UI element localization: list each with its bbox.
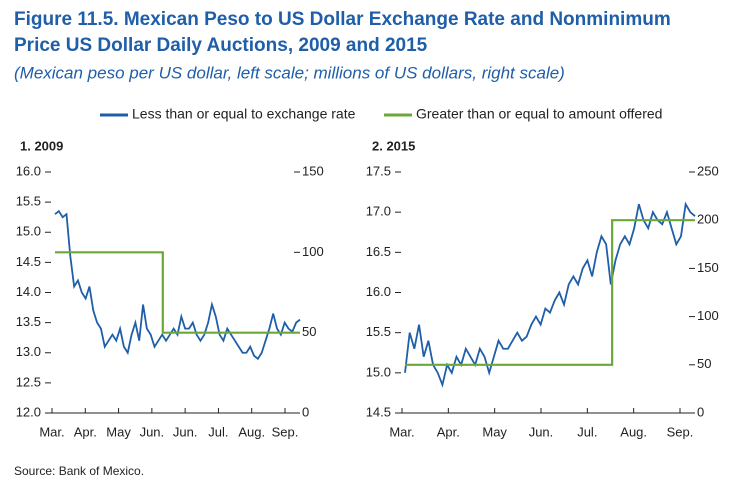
x-tick-label: Aug. — [238, 424, 265, 439]
x-tick-label: Sep. — [272, 424, 299, 439]
series-line — [404, 201, 696, 388]
y-tick-label: 15.5 — [366, 324, 391, 339]
y2-tick-label: 150 — [302, 163, 324, 178]
x-tick-label: Mar. — [39, 424, 64, 439]
y2-tick-label: 100 — [302, 244, 324, 259]
x-tick-label: Jul. — [577, 424, 597, 439]
x-tick-label: May — [482, 424, 507, 439]
legend-label: Less than or equal to exchange rate — [132, 106, 356, 122]
y-tick-label: 13.5 — [16, 314, 41, 329]
y-tick-label: 16.0 — [366, 284, 391, 299]
x-tick-label: Mar. — [389, 424, 414, 439]
legend-label: Greater than or equal to amount offered — [416, 106, 662, 122]
y-tick-label: 17.0 — [366, 204, 391, 219]
x-tick-label: Apr. — [74, 424, 97, 439]
y2-tick-label: 100 — [697, 308, 719, 323]
y-tick-label: 15.0 — [366, 364, 391, 379]
y2-tick-label: 250 — [697, 163, 719, 178]
series-line — [405, 219, 695, 366]
y-tick-label: 12.0 — [16, 404, 41, 419]
y2-tick-label: 0 — [302, 404, 309, 419]
y2-tick-label: 50 — [302, 324, 316, 339]
y-tick-label: 16.5 — [366, 244, 391, 259]
y-tick-label: 14.5 — [366, 404, 391, 419]
y-tick-label: 14.5 — [16, 254, 41, 269]
y-tick-label: 12.5 — [16, 374, 41, 389]
y-tick-label: 16.0 — [16, 163, 41, 178]
x-tick-label: Jul. — [208, 424, 228, 439]
y-tick-label: 14.0 — [16, 284, 41, 299]
series-line — [55, 251, 300, 334]
y2-tick-label: 50 — [697, 356, 711, 371]
y2-tick-label: 150 — [697, 260, 719, 275]
y-tick-label: 13.0 — [16, 344, 41, 359]
y-tick-label: 15.0 — [16, 224, 41, 239]
x-tick-label: Jun. — [529, 424, 554, 439]
y-tick-label: 17.5 — [366, 163, 391, 178]
y2-tick-label: 0 — [697, 404, 704, 419]
y2-tick-label: 200 — [697, 212, 719, 227]
series-line — [54, 209, 301, 361]
x-tick-label: Aug. — [620, 424, 647, 439]
y-tick-label: 15.5 — [16, 194, 41, 209]
x-tick-label: Jun. — [140, 424, 165, 439]
figure-title: Figure 11.5. Mexican Peso to US Dollar E… — [14, 9, 676, 56]
source-note: Source: Bank of Mexico. — [14, 464, 144, 478]
x-tick-label: Jun. — [173, 424, 198, 439]
panel-title: 2. 2015 — [372, 138, 415, 153]
x-tick-label: Apr. — [437, 424, 460, 439]
x-tick-label: Sep. — [667, 424, 694, 439]
x-tick-label: May — [106, 424, 131, 439]
panel-title: 1. 2009 — [20, 138, 63, 153]
figure-subtitle: (Mexican peso per US dollar, left scale;… — [14, 63, 565, 82]
